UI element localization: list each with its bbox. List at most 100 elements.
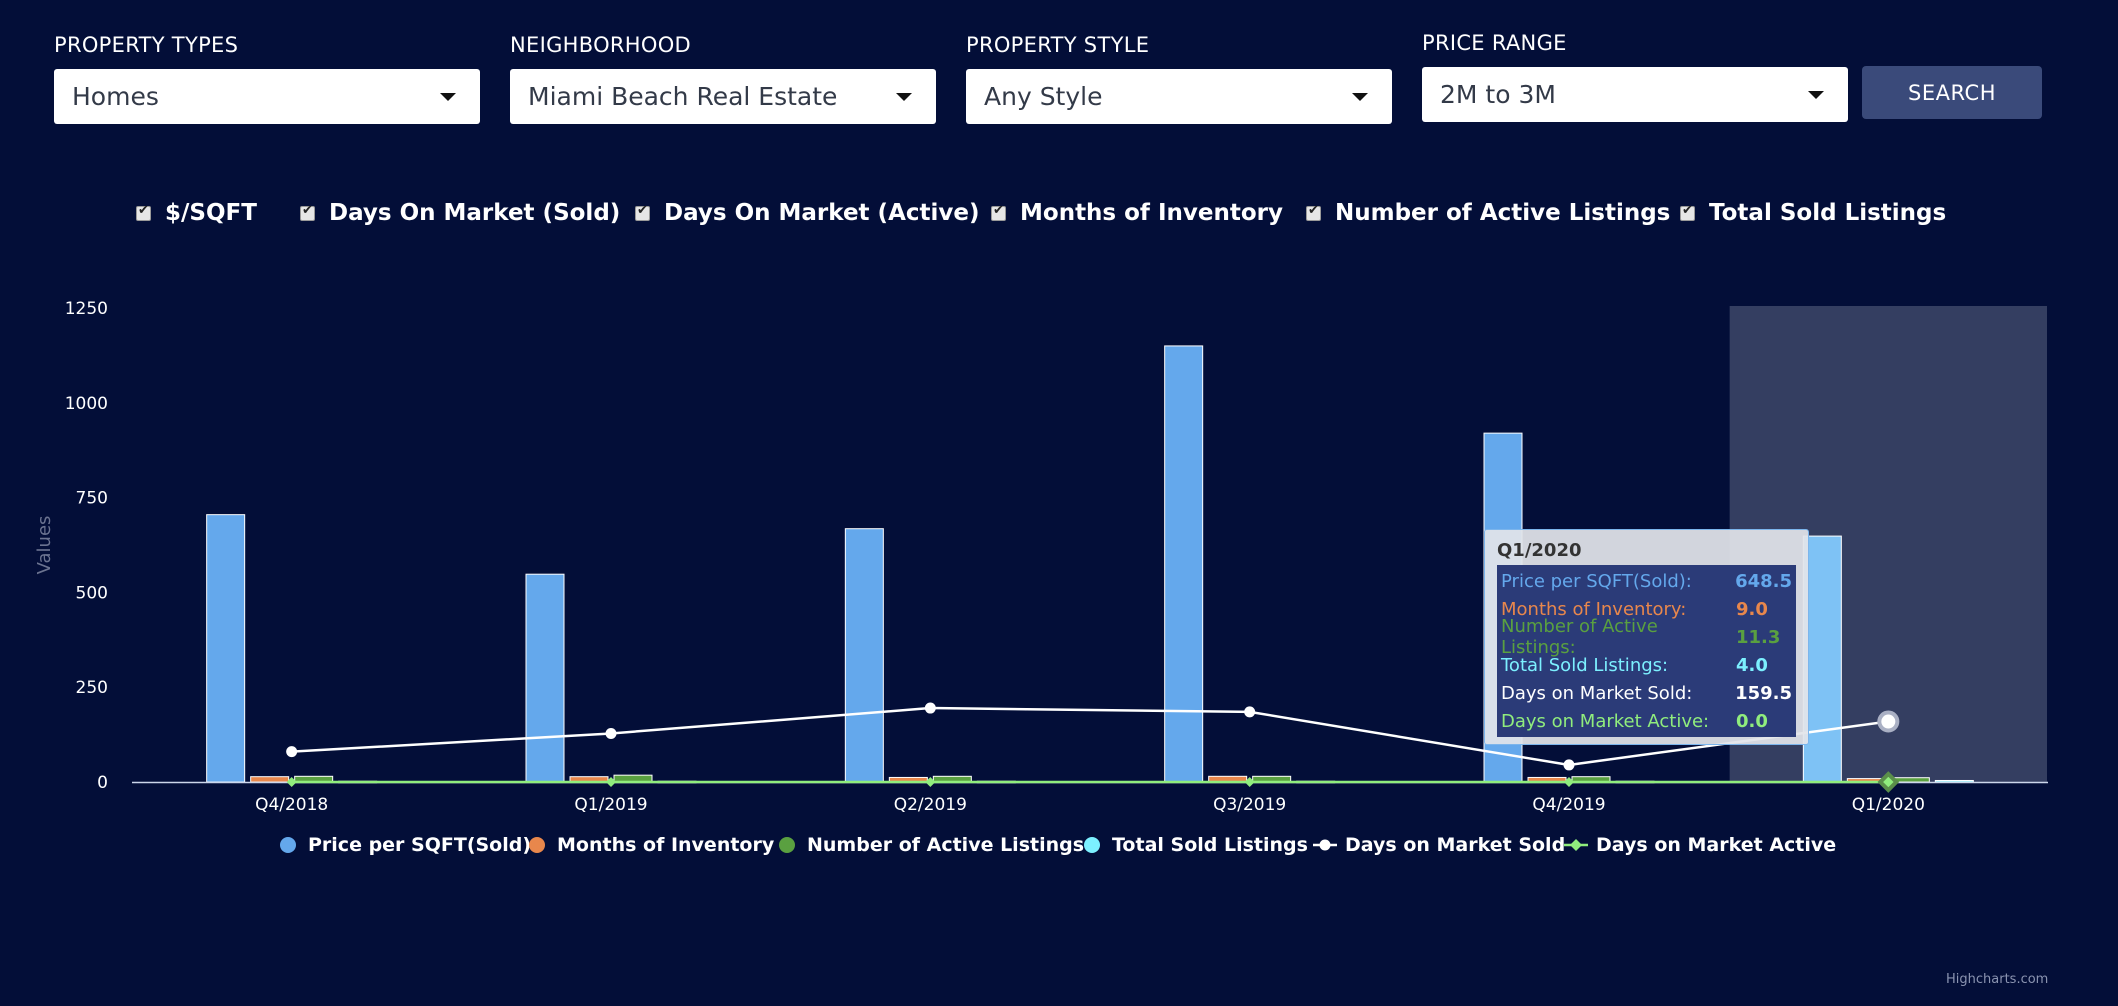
property-style-select[interactable]: Any Style: [966, 69, 1392, 124]
point-days-on-market-active: [606, 777, 616, 787]
legend-marker-icon: [1319, 839, 1331, 851]
series-toggles: $/SQFT Days On Market (Sold) Days On Mar…: [0, 200, 2118, 236]
y-tick-label: 750: [76, 489, 108, 509]
toggle-dom-active[interactable]: Days On Market (Active): [635, 200, 980, 226]
toggle-sold-listings[interactable]: Total Sold Listings: [1680, 200, 1946, 226]
legend-item[interactable]: Total Sold Listings: [1084, 834, 1308, 856]
x-tick-label: Q1/2019: [574, 795, 647, 815]
property-style-label: PROPERTY STYLE: [966, 33, 1150, 57]
x-tick-label: Q3/2019: [1213, 795, 1286, 815]
bar-months-of-inventory: [250, 776, 290, 783]
toggle-active-listings[interactable]: Number of Active Listings: [1306, 200, 1670, 226]
tooltip-value: 159.5: [1735, 682, 1792, 704]
tooltip-row-price: Price per SQFT(Sold): 648.5: [1501, 567, 1792, 595]
checkbox-icon[interactable]: [991, 203, 1006, 221]
line-days-on-market-sold: [291, 706, 1889, 767]
tooltip-label: Days on Market Active:: [1501, 710, 1710, 732]
toggle-label: Days On Market (Active): [664, 200, 980, 226]
bar-price-per-sqft-sold-: [1802, 535, 1842, 783]
point-days-on-market-active: [1244, 777, 1255, 787]
tooltip-label: Price per SQFT(Sold):: [1501, 570, 1692, 592]
point-days-on-market-sold: [1563, 759, 1575, 771]
legend-marker-icon: [1570, 839, 1582, 851]
search-button[interactable]: SEARCH: [1862, 66, 2042, 119]
highcharts-credit[interactable]: Highcharts.com: [1946, 972, 2049, 987]
toggle-label: Total Sold Listings: [1709, 200, 1947, 226]
checkbox-icon[interactable]: [300, 203, 315, 221]
price-range-label: PRICE RANGE: [1422, 31, 1567, 55]
tooltip-label: Months of Inventory:: [1501, 598, 1687, 620]
point-days-on-market-active: [1564, 777, 1574, 787]
property-types-select[interactable]: Homes: [54, 69, 480, 124]
legend-item[interactable]: Price per SQFT(Sold): [280, 834, 531, 856]
checkbox-icon[interactable]: [635, 203, 650, 221]
tooltip-value: 9.0: [1736, 598, 1768, 620]
neighborhood-filter: NEIGHBORHOOD Miami Beach Real Estate: [510, 33, 936, 124]
y-tick-label: 1000: [65, 394, 108, 414]
chart-tooltip: Q1/2020 Price per SQFT(Sold): 648.5 Mont…: [1484, 529, 1809, 745]
y-tick-label: 1250: [65, 300, 108, 319]
x-tick-label: Q2/2019: [894, 795, 967, 815]
checkbox-icon[interactable]: [1306, 203, 1321, 221]
bar-price-per-sqft-sold-: [525, 573, 565, 783]
point-days-on-market-active: [925, 777, 936, 787]
bar-price-per-sqft-sold-: [1164, 345, 1204, 783]
tooltip-value: 4.0: [1736, 654, 1768, 676]
toggle-months-inventory[interactable]: Months of Inventory: [991, 200, 1283, 226]
toggle-label: $/SQFT: [165, 200, 257, 226]
legend-item[interactable]: Number of Active Listings: [779, 834, 1084, 856]
x-tick-label: Q1/2020: [1852, 795, 1925, 815]
x-tick-label: Q4/2018: [255, 795, 328, 815]
point-days-on-market-active: [1877, 771, 1900, 793]
toggle-label: Number of Active Listings: [1335, 200, 1671, 226]
property-types-filter: PROPERTY TYPES Homes: [54, 33, 480, 124]
tooltip-label: Days on Market Sold:: [1501, 682, 1693, 704]
toggle-label: Months of Inventory: [1020, 200, 1283, 226]
tooltip-table: Price per SQFT(Sold): 648.5 Months of In…: [1497, 565, 1796, 737]
toggle-label: Days On Market (Sold): [329, 200, 621, 226]
toggle-dom-sold[interactable]: Days On Market (Sold): [300, 200, 620, 226]
checkbox-icon[interactable]: [1680, 203, 1695, 221]
tooltip-label: Total Sold Listings:: [1501, 654, 1669, 676]
y-tick-label: 500: [76, 583, 108, 603]
property-style-filter: PROPERTY STYLE Any Style: [966, 33, 1392, 124]
point-days-on-market-active: [286, 777, 297, 787]
point-days-on-market-sold: [924, 702, 936, 714]
legend-item[interactable]: Months of Inventory: [529, 834, 775, 856]
legend-label: Days on Market Active: [1596, 834, 1836, 856]
y-tick-label: 250: [76, 678, 108, 698]
point-days-on-market-sold: [286, 746, 298, 758]
legend-label: Total Sold Listings: [1112, 834, 1308, 856]
neighborhood-label: NEIGHBORHOOD: [510, 33, 692, 57]
price-range-value: 2M to 3M: [1440, 80, 1556, 109]
tooltip-label: Number of Active Listings:: [1501, 616, 1658, 658]
x-tick-label: Q4/2019: [1532, 795, 1605, 815]
neighborhood-value: Miami Beach Real Estate: [528, 82, 838, 111]
neighborhood-select[interactable]: Miami Beach Real Estate: [510, 69, 936, 124]
tooltip-row-active: Number of Active Listings: 11.3: [1501, 616, 1792, 658]
chevron-down-icon: [1352, 92, 1368, 101]
point-days-on-market-sold: [605, 727, 617, 739]
property-types-label: PROPERTY TYPES: [54, 33, 239, 57]
y-axis-label: Values: [34, 516, 55, 575]
property-types-value: Homes: [72, 82, 159, 111]
legend-marker-icon: [779, 837, 795, 853]
legend-marker-icon: [529, 837, 545, 853]
toggle-price-sqft[interactable]: $/SQFT: [136, 200, 257, 226]
legend-item[interactable]: Days on Market Sold: [1313, 834, 1565, 856]
tooltip-value: 648.5: [1735, 570, 1792, 592]
chevron-down-icon: [896, 92, 912, 101]
legend-marker-icon: [280, 837, 296, 853]
y-tick-label: 0: [97, 773, 108, 793]
checkbox-icon[interactable]: [136, 203, 151, 221]
price-range-select[interactable]: 2M to 3M: [1422, 67, 1848, 122]
bar-price-per-sqft-sold-: [206, 514, 246, 783]
legend-marker-icon: [1084, 837, 1100, 853]
tooltip-value: 0.0: [1736, 710, 1768, 732]
tooltip-row-dom-active: Days on Market Active: 0.0: [1501, 707, 1792, 735]
tooltip-row-inventory: Months of Inventory: 9.0: [1501, 595, 1792, 623]
point-days-on-market-sold: [1877, 710, 1900, 733]
legend-label: Days on Market Sold: [1345, 834, 1565, 856]
property-style-value: Any Style: [984, 82, 1103, 111]
legend-item[interactable]: Days on Market Active: [1564, 834, 1836, 856]
